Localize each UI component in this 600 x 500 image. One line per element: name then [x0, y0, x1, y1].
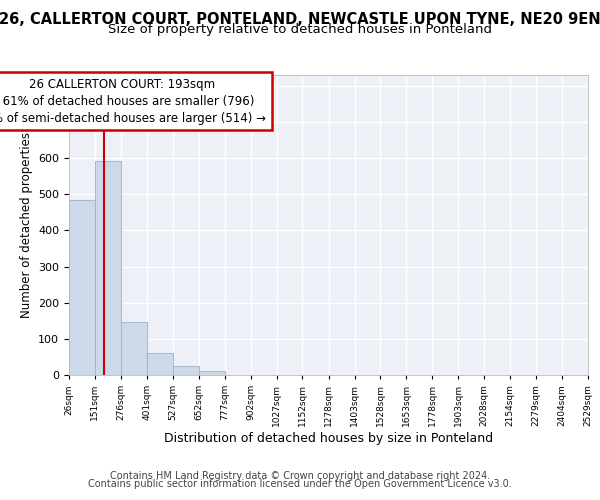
- Bar: [69, 200, 95, 375]
- Text: 26, CALLERTON COURT, PONTELAND, NEWCASTLE UPON TYNE, NE20 9EN: 26, CALLERTON COURT, PONTELAND, NEWCASTL…: [0, 12, 600, 28]
- Bar: [121, 322, 147, 375]
- Text: Size of property relative to detached houses in Ponteland: Size of property relative to detached ho…: [108, 24, 492, 36]
- Text: 26 CALLERTON COURT: 193sqm
← 61% of detached houses are smaller (796)
39% of sem: 26 CALLERTON COURT: 193sqm ← 61% of deta…: [0, 78, 266, 124]
- Bar: [147, 353, 173, 375]
- X-axis label: Distribution of detached houses by size in Ponteland: Distribution of detached houses by size …: [164, 432, 493, 444]
- Text: Contains public sector information licensed under the Open Government Licence v3: Contains public sector information licen…: [88, 479, 512, 489]
- Bar: [199, 372, 225, 375]
- Text: Contains HM Land Registry data © Crown copyright and database right 2024.: Contains HM Land Registry data © Crown c…: [110, 471, 490, 481]
- Bar: [173, 366, 199, 375]
- Bar: [95, 162, 121, 375]
- Y-axis label: Number of detached properties: Number of detached properties: [20, 132, 32, 318]
